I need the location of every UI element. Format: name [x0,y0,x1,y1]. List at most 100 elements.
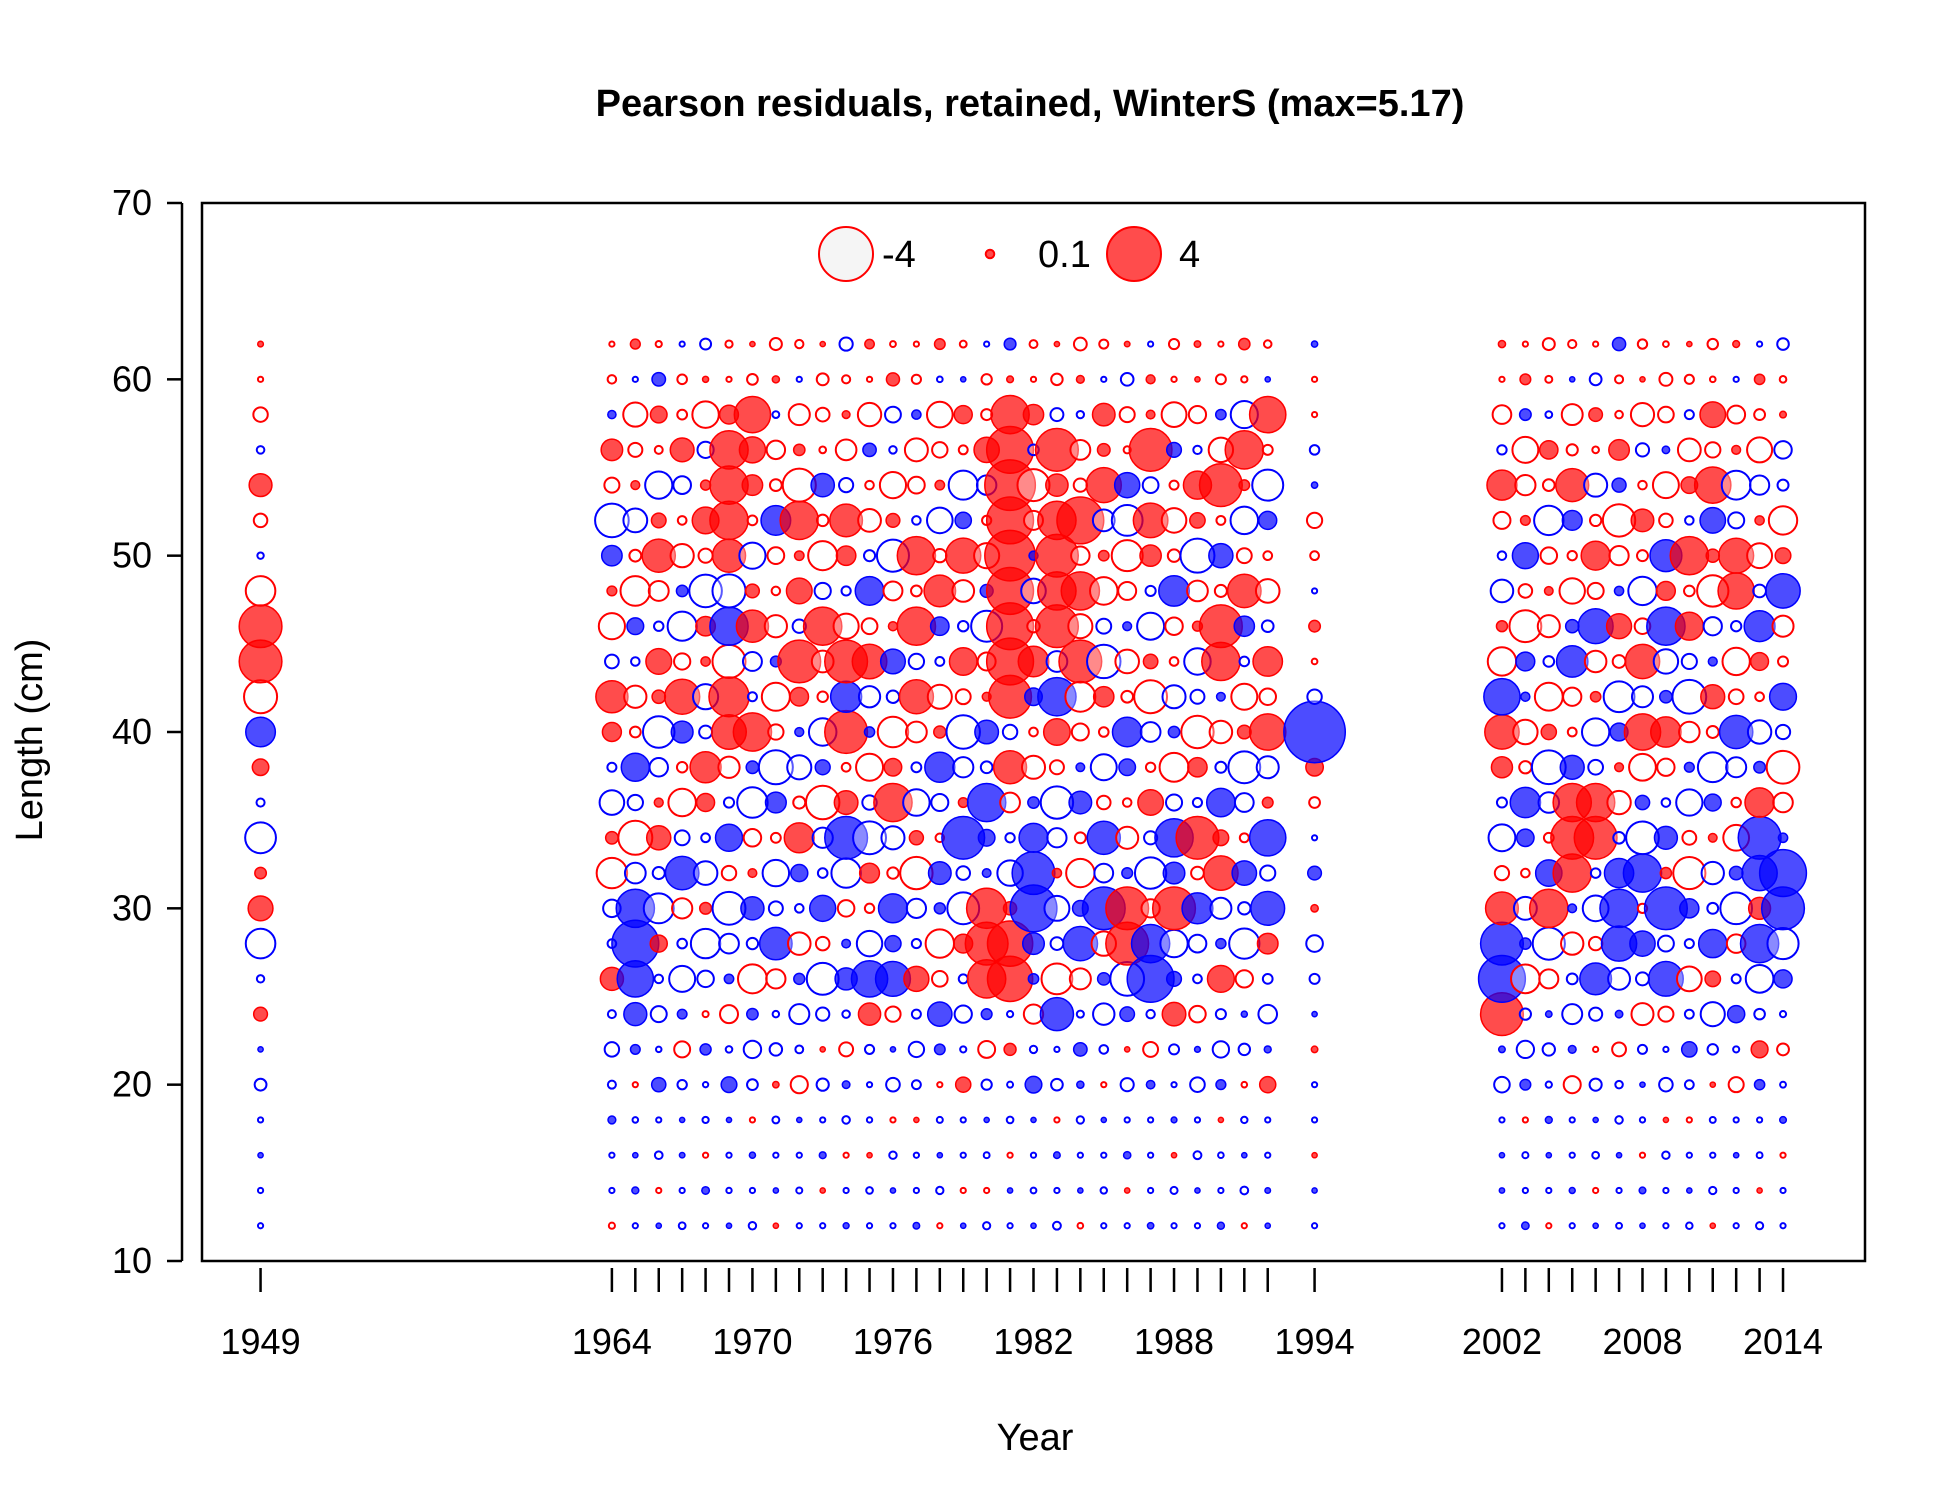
residual-bubble [936,1222,944,1230]
residual-bubble [1755,1221,1765,1231]
residual-bubble [1097,726,1110,738]
residual-bubble [1053,1186,1061,1195]
residual-bubble [959,1186,967,1195]
residual-bubble [1533,504,1565,537]
residual-bubble [931,970,949,988]
residual-bubble [1226,573,1262,609]
residual-bubble [883,757,903,777]
residual-bubble [1703,793,1722,812]
residual-bubble [814,406,831,423]
residual-bubble [1067,613,1094,640]
residual-bubble [1240,1080,1249,1089]
y-tick-label: 30 [112,887,152,928]
residual-bubble [629,1043,641,1055]
residual-bubble [700,832,711,844]
residual-bubble [664,855,700,891]
residual-bubble [627,441,644,458]
residual-bubble [877,893,909,924]
residual-bubble [748,1116,757,1124]
residual-bubble [1706,337,1719,351]
residual-bubble [959,1116,967,1124]
residual-bubble [1521,1116,1529,1124]
residual-bubble [1700,860,1725,886]
residual-bubble [1662,1186,1670,1195]
residual-bubble [830,857,862,889]
residual-bubble [1486,646,1518,677]
residual-bubble [1119,1006,1136,1023]
residual-bubble [1545,1186,1553,1195]
residual-bubble [1707,832,1718,843]
residual-bubble [1068,967,1092,991]
residual-bubble [1144,761,1157,773]
residual-bubble [744,583,761,599]
residual-bubble [1166,548,1182,563]
residual-bubble [1235,547,1253,565]
residual-bubble [933,338,946,351]
residual-bubble [1170,1151,1178,1159]
residual-bubble [1589,867,1602,879]
residual-bubble [1614,1009,1624,1019]
residual-bubble [736,963,768,995]
residual-bubble [1167,725,1181,739]
residual-bubble [1237,337,1251,351]
residual-bubble [1097,549,1110,562]
residual-bubble [936,1081,944,1089]
residual-bubble [1139,721,1162,743]
residual-bubble [1161,1001,1187,1027]
residual-bubble [595,856,629,890]
residual-bubble [698,901,713,915]
residual-bubble [932,548,948,564]
residual-bubble [771,410,781,419]
residual-bubble [1053,1045,1061,1054]
residual-bubble [745,1007,759,1021]
x-tick-label: 1982 [993,1321,1073,1362]
residual-bubble [760,681,791,712]
residual-bubble [1753,408,1767,422]
residual-bubble [1198,463,1243,508]
residual-bubble [1263,1045,1272,1054]
residual-bubble [1209,896,1233,920]
residual-bubble [1190,865,1205,881]
residual-bubble [1776,1042,1790,1057]
residual-bubble [1076,1080,1085,1089]
residual-bubble [936,1151,944,1159]
residual-bubble [1693,466,1732,504]
residual-bubble [1308,619,1322,633]
residual-bubble [953,404,973,425]
residual-bubble [954,1076,972,1093]
residual-bubble [723,973,735,985]
residual-bubble [701,1081,710,1089]
residual-bubble [841,1080,851,1090]
residual-bubble [1028,726,1039,738]
residual-bubble [802,606,843,647]
residual-bubble [650,512,667,529]
residual-bubble [771,375,781,384]
residual-bubble [1120,689,1135,704]
residual-bubble [1717,572,1756,610]
residual-bubble [243,679,279,715]
residual-bubble [1122,621,1133,632]
residual-bubble [1732,375,1740,383]
residual-bubble [896,535,937,576]
residual-bubble [1541,478,1556,492]
residual-bubble [1170,1222,1178,1230]
residual-bubble [765,439,787,461]
residual-bubble [651,371,667,387]
residual-bubble [836,899,856,918]
residual-bubble [1308,796,1321,809]
residual-bubble [885,1076,901,1093]
residual-bubble [1159,928,1189,959]
residual-bubble [1650,716,1682,748]
residual-bubble [1676,437,1702,463]
residual-bubble [889,340,897,348]
residual-bubble [795,1116,803,1124]
residual-bubble [767,900,784,917]
residual-bubble [1657,405,1675,424]
residual-bubble [858,862,881,884]
residual-bubble [819,1116,827,1124]
residual-bubble [1588,407,1604,423]
residual-bubble [1118,758,1137,777]
residual-bubble [747,868,758,879]
residual-bubble [1746,719,1773,745]
residual-bubble [910,1079,922,1091]
